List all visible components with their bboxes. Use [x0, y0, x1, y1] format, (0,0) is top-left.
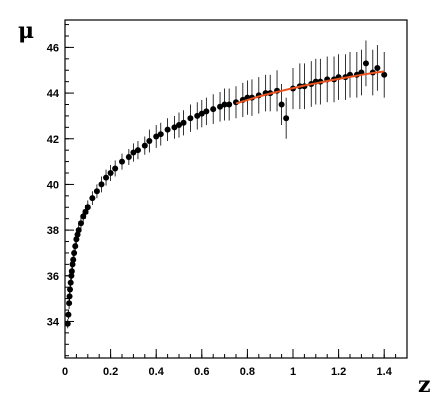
data-point: [141, 142, 148, 149]
data-point: [278, 101, 285, 108]
axis-ticks: 0 0.2 0.4 0.6 0.8 1 1.2 1.4 34 36 38 40 42 44 46: [47, 24, 408, 378]
data-point: [67, 286, 74, 293]
x-tick-label: 0.4: [149, 366, 165, 378]
data-point: [187, 115, 194, 122]
data-point: [93, 188, 100, 195]
data-point: [98, 181, 105, 188]
data-point: [112, 165, 119, 172]
data-point: [89, 195, 96, 202]
data-point: [73, 236, 80, 243]
data-point: [153, 133, 160, 140]
x-tick-label: 0.2: [103, 366, 118, 378]
data-point: [71, 249, 78, 256]
data-point: [130, 149, 137, 156]
data-point: [125, 154, 132, 161]
data-point: [194, 112, 201, 119]
data-point: [203, 108, 210, 115]
data-point: [180, 119, 187, 126]
data-point: [66, 300, 73, 307]
data-point: [68, 268, 75, 275]
data-point: [82, 208, 89, 215]
data-point: [66, 293, 73, 300]
data-point: [119, 158, 125, 165]
x-tick-label: 0: [62, 366, 68, 378]
data-point: [74, 231, 81, 238]
data-point: [157, 131, 164, 138]
data-point: [374, 64, 381, 71]
y-axis-title: μ: [18, 18, 34, 44]
data-point: [72, 243, 79, 250]
x-tick-label: 0.6: [194, 366, 209, 378]
y-tick-label: 42: [47, 134, 59, 146]
x-tick-label: 1.4: [377, 366, 393, 378]
data-point: [210, 106, 217, 113]
y-tick-label: 46: [47, 42, 59, 54]
data-point: [226, 101, 233, 108]
x-tick-label: 1.2: [331, 366, 346, 378]
data-point: [198, 110, 205, 117]
data-point: [69, 261, 76, 268]
data-point: [75, 227, 82, 234]
y-tick-label: 34: [47, 316, 60, 328]
error-bars: [67, 40, 385, 329]
data-point: [146, 138, 153, 145]
fit-line: [235, 70, 385, 105]
x-axis-title: z: [418, 372, 431, 398]
data-point: [221, 101, 228, 108]
data-point: [84, 204, 91, 211]
y-tick-label: 44: [47, 88, 60, 100]
data-point: [103, 174, 110, 181]
y-tick-label: 38: [47, 225, 59, 237]
data-point: [171, 124, 178, 131]
data-point: [65, 311, 72, 318]
data-point: [217, 103, 224, 110]
y-tick-label: 40: [47, 179, 59, 191]
data-points: [64, 60, 388, 327]
data-point: [381, 71, 388, 78]
data-point: [176, 122, 182, 129]
data-point: [80, 213, 87, 220]
data-point: [283, 115, 290, 122]
data-point: [107, 170, 114, 177]
data-point: [362, 60, 369, 67]
x-tick-label: 0.8: [240, 366, 255, 378]
x-tick-label: 1: [290, 366, 296, 378]
data-point: [64, 320, 71, 327]
data-point: [164, 126, 171, 133]
plot-frame: [64, 19, 408, 359]
data-point: [70, 256, 77, 263]
data-point: [77, 220, 84, 227]
y-tick-label: 36: [47, 271, 59, 283]
data-point: [67, 279, 74, 286]
data-point: [134, 147, 141, 154]
